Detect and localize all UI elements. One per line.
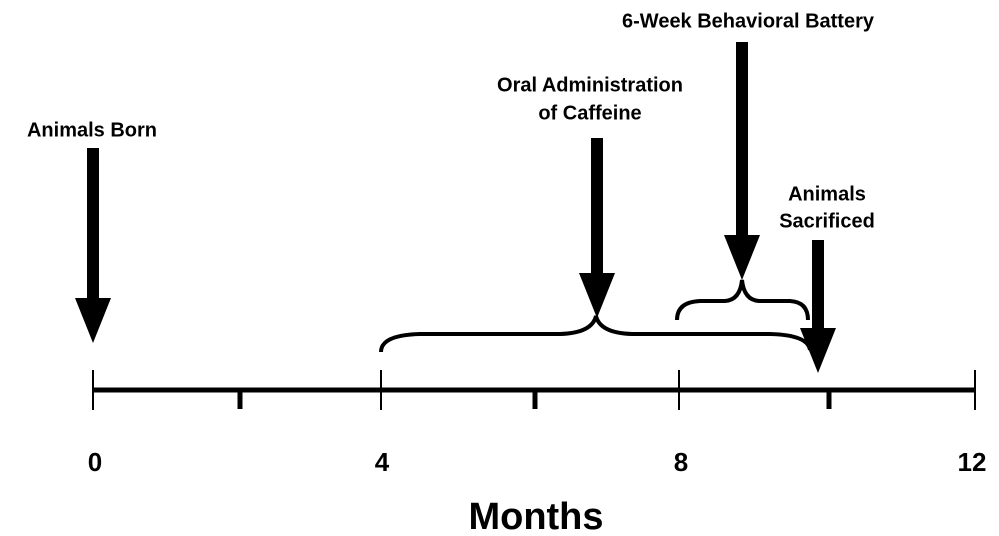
event-label: Oral Administration (497, 74, 683, 96)
brace (675, 279, 810, 321)
axis-title: Months (468, 496, 603, 536)
arrow-head (724, 235, 760, 280)
arrows (75, 42, 836, 373)
event-label: Sacrificed (779, 210, 875, 232)
arrow-head (75, 298, 111, 343)
tick-label: 12 (958, 447, 987, 477)
tick-label: 8 (674, 447, 688, 477)
arrow-head (579, 273, 615, 318)
tick-label: 0 (88, 447, 102, 477)
event-label: 6-Week Behavioral Battery (622, 10, 875, 32)
event-label: Animals (788, 183, 866, 205)
arrow-head (800, 328, 836, 373)
tick-label: 4 (375, 447, 390, 477)
event-label: Animals Born (27, 119, 157, 141)
event-label: of Caffeine (538, 102, 641, 124)
axis (92, 370, 976, 410)
brace (379, 315, 812, 353)
